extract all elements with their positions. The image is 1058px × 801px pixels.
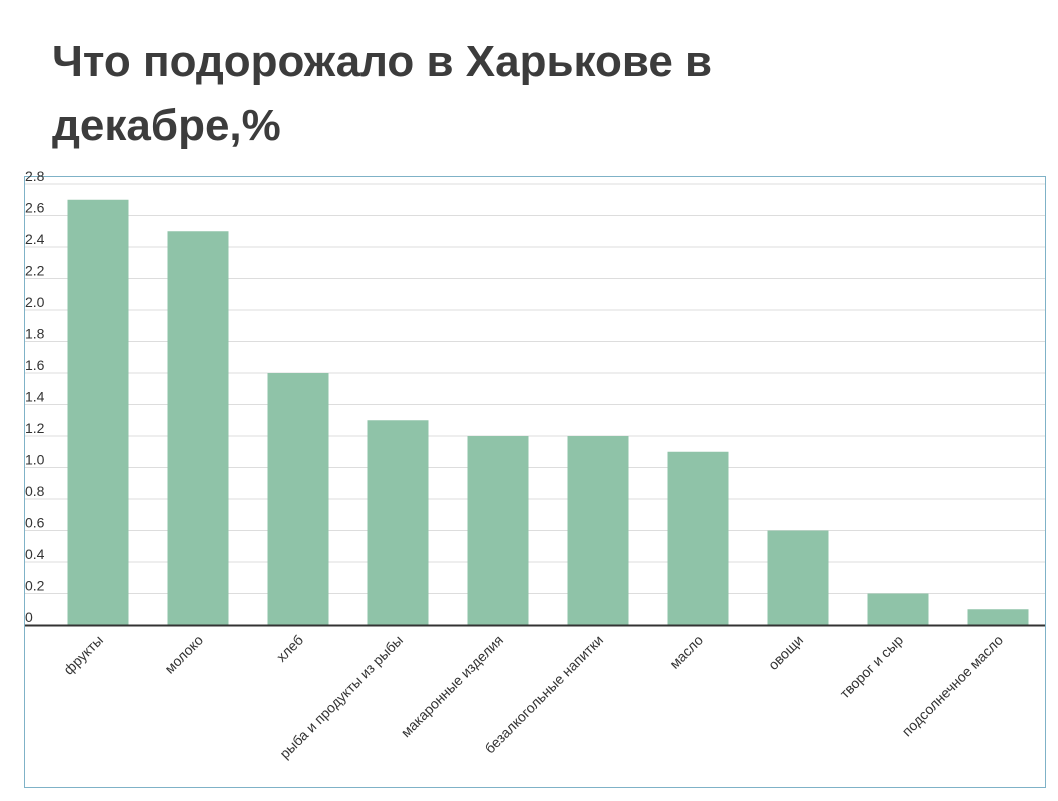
y-tick-label: 1.0 — [25, 452, 45, 468]
chart-frame — [24, 176, 1046, 788]
x-tick-label: молоко — [161, 632, 206, 677]
chart-title: Что подорожало в Харькове в декабре,% — [52, 37, 713, 150]
y-tick-label: 1.2 — [25, 420, 45, 436]
y-tick-label: 2.2 — [25, 263, 45, 279]
y-tick-label: 2.4 — [25, 231, 45, 247]
y-tick-label: 0.2 — [25, 578, 45, 594]
x-tick-label: творог и сыр — [836, 632, 906, 702]
y-tick-label: 1.4 — [25, 389, 45, 405]
y-tick-label: 2.8 — [25, 168, 45, 184]
bar — [267, 373, 329, 625]
y-tick-labels: 0 0.2 0.4 0.6 0.8 1.0 1.2 1.4 1.6 1.8 2.0 2.2 2.4 2.6… — [25, 168, 45, 625]
bar — [467, 436, 529, 625]
x-tick-label: подсолнечное масло — [899, 632, 1007, 740]
x-tick-label: безалкогольные напитки — [481, 632, 606, 757]
x-tick-label: масло — [666, 632, 706, 672]
bar — [167, 231, 229, 625]
y-tick-label: 1.8 — [25, 326, 45, 342]
y-tick-label: 1.6 — [25, 357, 45, 373]
x-tick-label: макаронные изделия — [398, 632, 506, 740]
y-tick-label: 2.6 — [25, 200, 45, 216]
y-tick-label: 0.8 — [25, 483, 45, 499]
bar — [367, 420, 429, 625]
x-tick-label: фрукты — [60, 632, 106, 678]
x-tick-label: овощи — [765, 632, 806, 673]
bar — [867, 593, 929, 625]
bar — [567, 436, 629, 625]
bar — [967, 609, 1029, 625]
y-tick-label: 0.4 — [25, 546, 45, 562]
y-tick-label: 0 — [25, 609, 33, 625]
bar — [667, 451, 729, 625]
x-tick-label: хлеб — [273, 632, 306, 665]
y-tick-label: 0.6 — [25, 515, 45, 531]
y-tick-label: 2.0 — [25, 294, 45, 310]
bars — [67, 199, 1029, 625]
bar — [67, 199, 129, 625]
bar — [767, 530, 829, 625]
